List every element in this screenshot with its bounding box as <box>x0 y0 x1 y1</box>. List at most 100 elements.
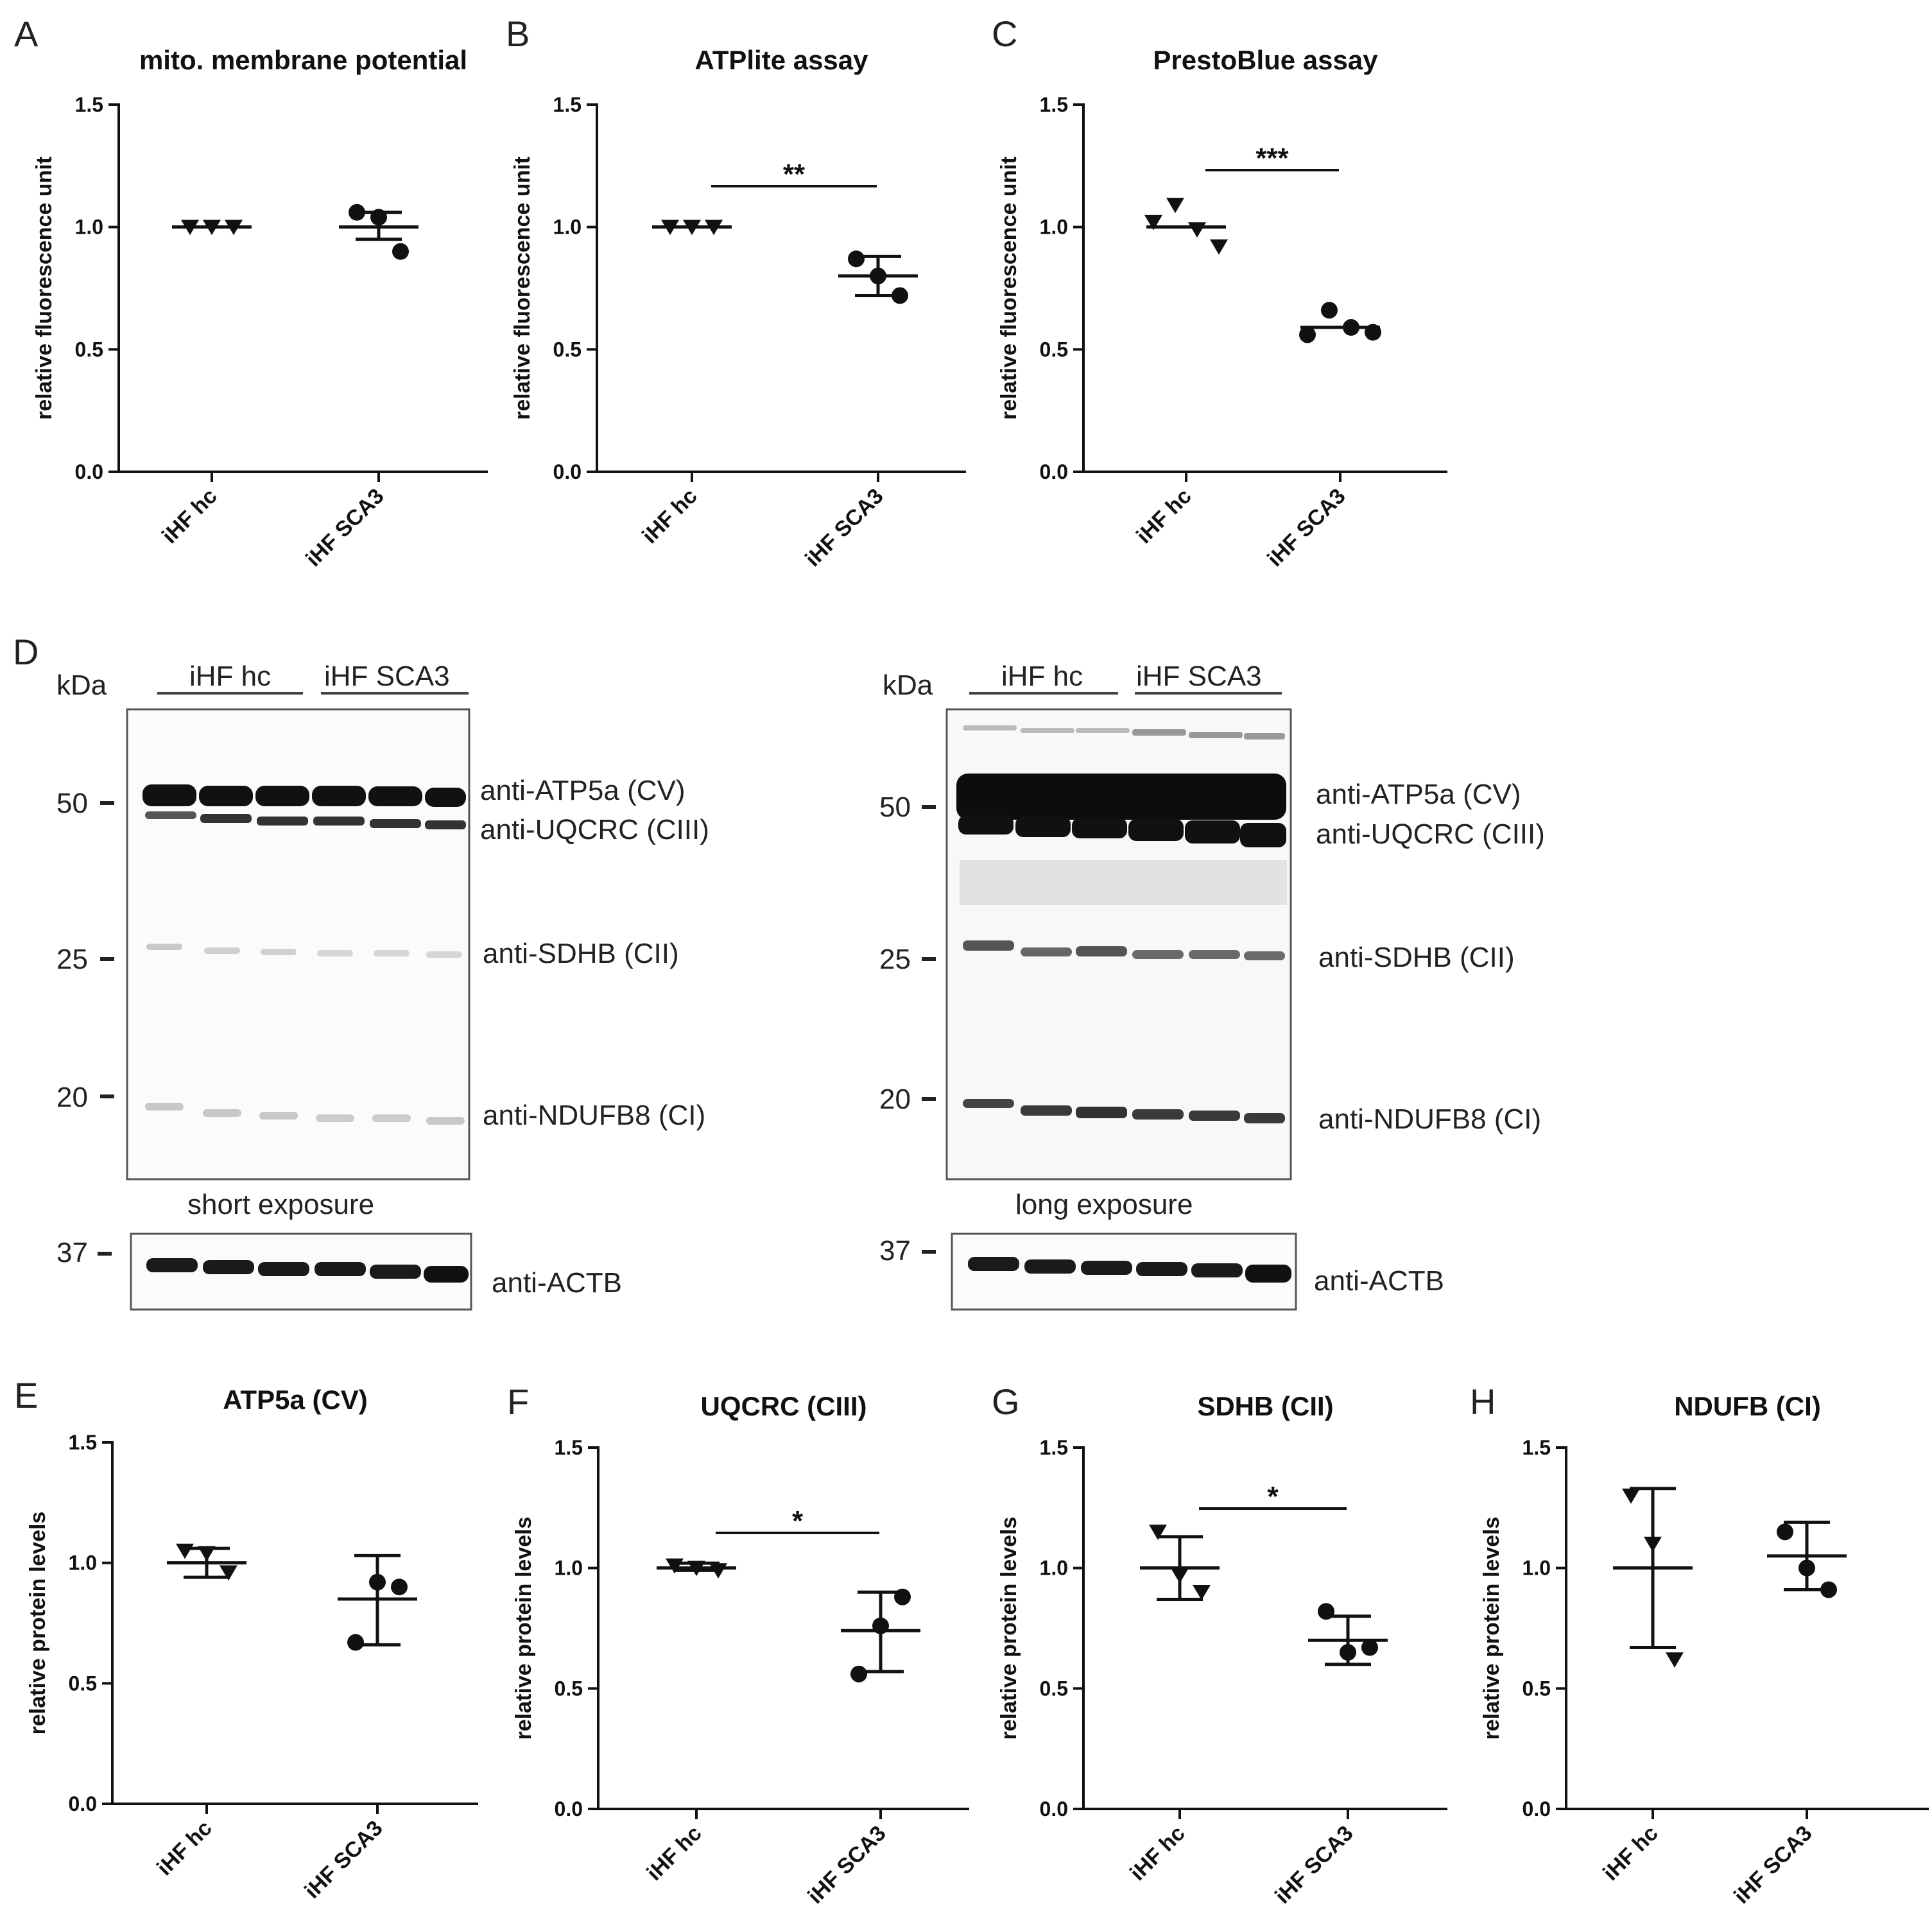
y-tick-label: 1.5 <box>1040 93 1068 116</box>
x-tick-label: iHF hc <box>157 484 221 548</box>
x-tick-label: iHF SCA3 <box>803 1821 890 1908</box>
x-tick-label: iHF SCA3 <box>301 484 388 571</box>
marker-37-right: 37 <box>879 1235 911 1267</box>
marker-25-right: 25 <box>879 944 911 975</box>
western-blot-panel: D kDa iHF hc iHF SCA3 <box>13 632 1545 1311</box>
band-row-actb-right <box>968 1257 1291 1283</box>
data-point-circle <box>391 1578 408 1596</box>
y-tick-label: 1.0 <box>75 216 103 239</box>
band-row-actb-left <box>146 1258 469 1283</box>
chart-panel-h: H NDUFB (CI) 0.0 0.5 1.0 1.5 relative protein … <box>1470 1381 1929 1908</box>
x-tick-label: iHF hc <box>642 1821 706 1885</box>
chart-panel-c: C PrestoBlue assay 0.0 0.5 1.0 1.5 relative fl… <box>992 13 1447 571</box>
y-tick-label: 0.5 <box>1040 338 1068 361</box>
marker-50-left: 50 <box>56 788 88 819</box>
data-point-triangle <box>1210 239 1228 255</box>
x-tick-label: iHF hc <box>1132 484 1196 548</box>
band-row-atp5a-left <box>142 784 466 807</box>
y-tick-label: 0.5 <box>1040 1677 1068 1700</box>
y-tick-label: 1.0 <box>1040 1557 1068 1580</box>
group-label-sca3-right: iHF SCA3 <box>1136 661 1262 692</box>
y-tick-label: 1.5 <box>553 93 582 116</box>
band-row-sdhb-left <box>146 944 462 958</box>
x-tick-label: iHF hc <box>1125 1821 1189 1885</box>
y-axis-label: relative protein levels <box>26 1512 50 1735</box>
y-tick-label: 0.0 <box>1522 1797 1551 1821</box>
y-tick-label: 0.5 <box>553 338 582 361</box>
panel-letter: B <box>506 13 530 54</box>
y-tick-label: 1.0 <box>1040 216 1068 239</box>
y-axis-label: relative fluorescence unit <box>32 157 56 420</box>
y-tick-label: 1.0 <box>1522 1557 1551 1580</box>
blot-short-exposure: kDa iHF hc iHF SCA3 <box>56 661 709 1311</box>
band-row-atp5a-uqcrc-right <box>956 774 1286 847</box>
band-row-sdhb-right <box>963 940 1285 960</box>
group-label-hc-left: iHF hc <box>189 661 271 692</box>
band-label-sdhb-left: anti-SDHB (CII) <box>483 938 679 969</box>
significance-label: *** <box>1255 143 1289 174</box>
data-point-circle <box>1361 1639 1378 1656</box>
y-tick-label: 1.5 <box>75 93 103 116</box>
band-label-atp5a-left: anti-ATP5a (CV) <box>480 775 686 806</box>
y-tick-label: 0.0 <box>1040 1797 1068 1821</box>
y-tick-label: 0.0 <box>555 1797 583 1821</box>
exposure-label-short: short exposure <box>187 1189 374 1220</box>
marker-25-left: 25 <box>56 944 88 975</box>
y-tick-label: 0.0 <box>553 460 582 483</box>
marker-20-left: 20 <box>56 1082 88 1113</box>
significance-label: * <box>1267 1481 1279 1512</box>
panel-letter: G <box>992 1381 1020 1422</box>
loading-label-left: anti-ACTB <box>492 1267 622 1299</box>
chart-title: NDUFB (CI) <box>1674 1391 1821 1421</box>
y-tick-label: 1.5 <box>69 1431 97 1454</box>
exposure-label-long: long exposure <box>1015 1189 1193 1220</box>
y-tick-label: 0.5 <box>555 1677 583 1700</box>
data-point-triangle <box>1149 1525 1167 1540</box>
chart-title: ATPlite assay <box>694 45 868 75</box>
significance-label: ** <box>783 159 806 190</box>
data-point-circle <box>850 1665 867 1682</box>
band-row-background-right <box>960 725 1287 905</box>
chart-panel-f: F UQCRC (CIII) 0.0 0.5 1.0 1.5 relative protei… <box>507 1381 969 1908</box>
x-tick-label: iHF hc <box>637 484 702 548</box>
marker-37-left: 37 <box>56 1237 88 1268</box>
x-tick-label: iHF SCA3 <box>300 1816 387 1903</box>
chart-title: SDHB (CII) <box>1197 1391 1333 1421</box>
chart-panel-e: E ATP5a (CV) 0.0 0.5 1.0 1.5 relative protein … <box>14 1375 478 1903</box>
panel-letter: H <box>1470 1381 1496 1422</box>
data-point-triangle <box>1188 222 1206 238</box>
y-tick-label: 1.5 <box>1522 1436 1551 1459</box>
data-point-triangle <box>1666 1652 1684 1668</box>
band-row-ndufb8-left <box>145 1103 465 1125</box>
x-tick-label: iHF SCA3 <box>1263 484 1350 571</box>
data-point-triangle <box>220 1565 237 1581</box>
chart-title: UQCRC (CIII) <box>701 1391 867 1421</box>
panel-letter: E <box>14 1375 38 1415</box>
y-tick-label: 0.0 <box>1040 460 1068 483</box>
data-point-triangle <box>176 1543 194 1559</box>
panel-letter-d: D <box>13 632 39 672</box>
band-row-ndufb8-right <box>963 1099 1285 1123</box>
data-point-circle <box>347 1634 364 1651</box>
panel-letter: F <box>507 1381 529 1422</box>
data-point-circle <box>1777 1523 1793 1541</box>
y-axis-label: relative fluorescence unit <box>510 157 535 420</box>
band-label-sdhb-right: anti-SDHB (CII) <box>1318 942 1515 973</box>
y-tick-label: 0.5 <box>1522 1677 1551 1700</box>
y-tick-label: 1.5 <box>555 1436 583 1459</box>
x-tick-label: iHF hc <box>1598 1821 1662 1885</box>
chart-title: PrestoBlue assay <box>1153 45 1378 75</box>
significance-label: * <box>792 1505 804 1537</box>
x-tick-label: iHF SCA3 <box>800 484 888 571</box>
data-point-circle <box>1321 302 1338 319</box>
y-axis-label: relative fluorescence unit <box>997 157 1021 420</box>
kda-label-right: kDa <box>883 670 933 701</box>
x-tick-label: iHF SCA3 <box>1270 1821 1358 1908</box>
band-label-atp5a-right: anti-ATP5a (CV) <box>1316 779 1521 810</box>
band-row-uqcrc-left <box>145 811 466 829</box>
data-point-triangle <box>1622 1488 1640 1504</box>
data-point-triangle <box>1193 1585 1211 1600</box>
band-label-uqcrc-left: anti-UQCRC (CIII) <box>480 814 709 845</box>
y-tick-label: 1.0 <box>555 1557 583 1580</box>
